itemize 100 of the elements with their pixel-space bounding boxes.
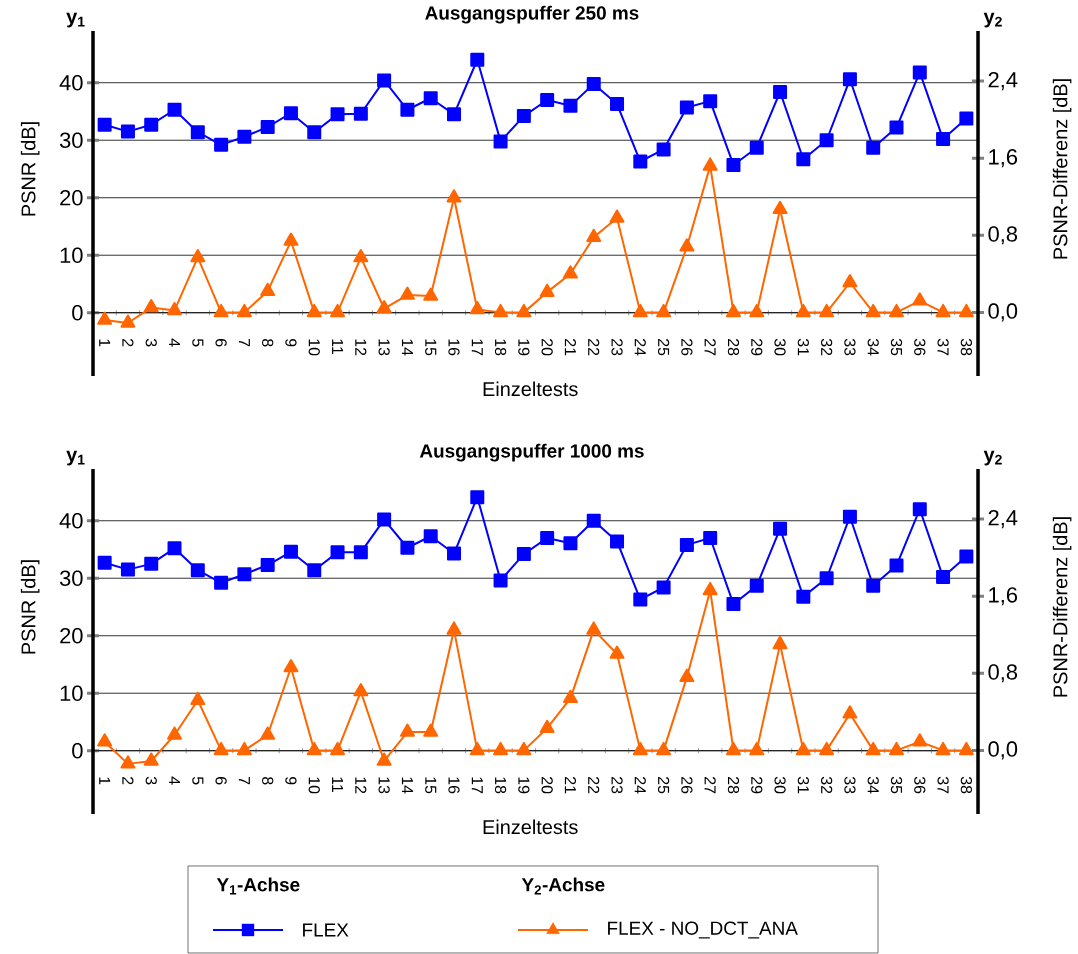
x-tick-label: 15 <box>425 777 437 794</box>
text: y$_{2}$ <box>983 450 1002 466</box>
point <box>120 755 136 769</box>
x-tick-label: 22 <box>588 339 600 356</box>
x-axis-title: Einzeltests <box>483 381 578 397</box>
point <box>214 575 229 590</box>
point <box>330 107 345 122</box>
point <box>865 303 881 318</box>
x-tick-label: 34 <box>867 338 879 356</box>
x-tick-label: 3 <box>145 776 157 785</box>
x-tick-label: 5 <box>192 776 204 785</box>
point <box>190 248 206 263</box>
point <box>539 283 555 297</box>
x-tick-label: 37 <box>937 338 949 356</box>
point <box>866 140 881 155</box>
x-tick-label: 34 <box>867 776 879 794</box>
point <box>959 549 974 564</box>
x-axis-title: Einzeltests <box>483 819 578 835</box>
point <box>842 274 858 288</box>
x-tick-label: 35 <box>890 338 903 356</box>
point <box>703 530 718 545</box>
point <box>376 752 392 766</box>
x-tick-label: 30 <box>774 776 786 794</box>
point <box>493 741 509 756</box>
point <box>306 741 322 756</box>
legend-label: FLEX - NO_DCT_ANA <box>608 921 798 939</box>
chart-title: Ausgangspuffer 250 ms <box>425 5 639 24</box>
point <box>353 106 368 121</box>
point <box>540 530 555 545</box>
point <box>562 689 578 704</box>
y2-tick-label: 0,0 <box>988 741 1018 760</box>
point <box>935 303 951 318</box>
y2-tick-label: 1,6 <box>989 149 1018 168</box>
point <box>563 98 578 113</box>
y-tick-label: 10 <box>60 685 83 701</box>
point <box>796 152 811 167</box>
point <box>97 555 112 570</box>
point <box>167 102 182 117</box>
point <box>632 303 648 318</box>
point <box>679 238 695 252</box>
x-tick-label: 3 <box>145 338 157 347</box>
y-tick-label: 0 <box>72 742 83 759</box>
point <box>214 137 229 152</box>
point <box>586 76 601 91</box>
point <box>959 111 974 126</box>
text: Y$_{2}$-Achse <box>521 877 605 895</box>
point <box>143 752 159 766</box>
x-tick-label: 19 <box>518 777 530 794</box>
y-tick-label: 0 <box>72 304 83 321</box>
point <box>632 741 648 756</box>
text: y$_{1}$ <box>66 450 85 466</box>
point <box>912 733 928 747</box>
x-tick-label: 21 <box>564 339 576 356</box>
point <box>749 140 764 155</box>
x-tick-label: 36 <box>914 338 926 356</box>
x-tick-label: 2 <box>122 339 134 347</box>
x-tick-label: 24 <box>634 777 646 794</box>
point <box>493 134 508 149</box>
point <box>935 741 951 756</box>
point <box>283 106 298 121</box>
x-tick-label: 6 <box>215 339 227 347</box>
x-tick-label: 33 <box>844 776 856 794</box>
point <box>936 570 951 585</box>
point <box>400 102 415 117</box>
y-tick-label: 10 <box>60 247 83 263</box>
point <box>237 129 252 144</box>
point <box>795 303 811 318</box>
x-tick-label: 33 <box>844 338 856 356</box>
point <box>586 228 602 242</box>
y-tick-label: 30 <box>59 570 83 586</box>
point <box>493 573 508 588</box>
x-tick-label: 27 <box>704 339 716 356</box>
x-tick-label: 16 <box>448 777 460 794</box>
x-tick-label: 23 <box>611 339 623 356</box>
point <box>516 741 532 756</box>
point <box>469 741 485 756</box>
point <box>842 72 857 87</box>
point <box>702 581 718 596</box>
point <box>236 303 252 318</box>
point <box>283 659 299 673</box>
point <box>236 741 252 756</box>
x-tick-label: 6 <box>215 777 227 785</box>
y2-axis-title: PSNR-Differenz [dB] <box>1052 79 1072 259</box>
x-tick-label: 37 <box>937 776 949 794</box>
x-tick-label: 1 <box>99 339 111 347</box>
x-tick-label: 4 <box>169 338 181 347</box>
x-tick-label: 14 <box>401 777 413 794</box>
point <box>447 546 461 561</box>
point <box>307 563 322 578</box>
point <box>819 303 835 318</box>
point <box>796 589 811 604</box>
point <box>470 490 485 505</box>
x-tick-label: 13 <box>378 777 390 794</box>
point <box>749 578 764 593</box>
x-tick-label: 2 <box>122 777 134 785</box>
point <box>97 117 112 132</box>
y-axis-title: PSNR [dB] <box>20 122 40 216</box>
x-tick-label: 30 <box>774 338 786 356</box>
x-tick-label: 28 <box>727 339 740 356</box>
point <box>772 200 788 215</box>
